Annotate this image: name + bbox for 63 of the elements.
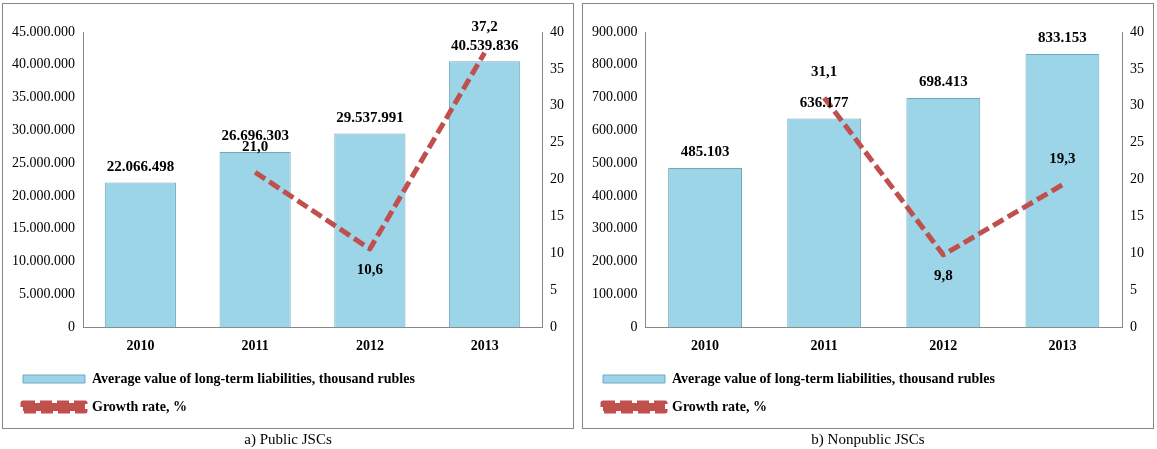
y-tick-label: 500.000 [592, 154, 638, 170]
y-tick-label: 600.000 [592, 122, 638, 138]
y2-tick-label: 25 [550, 134, 564, 150]
data-label: 10,6 [356, 261, 384, 278]
y2-tick-label: 0 [550, 318, 557, 334]
text: a) Public JSCs [243, 431, 333, 448]
x-tick-label: 2013 [1048, 338, 1077, 354]
y-tick-label: 15.000.000 [12, 220, 75, 236]
y-tick-label: 300.000 [592, 220, 638, 236]
legend-label: Growth rate, % [672, 398, 767, 414]
y2-tick-label: 30 [1130, 97, 1144, 113]
y2-tick-label: 40 [550, 23, 564, 39]
y-tick-label: 100.000 [592, 286, 638, 302]
text: b) Nonpublic JSCs [810, 431, 926, 448]
y2-tick-label: 5 [550, 281, 557, 297]
y-tick-label: 5.000.000 [19, 286, 75, 302]
y-tick-label: 30.000.000 [12, 122, 75, 138]
y2-tick-label: 40 [1130, 23, 1144, 39]
y-tick-label: 800.000 [592, 56, 638, 72]
legend-label: Average value of long-term liabilities, thousand rubles [672, 370, 996, 386]
data-label: 485.103 [680, 143, 730, 160]
data-label: 19,3 [1049, 150, 1076, 167]
y-tick-label: 200.000 [592, 253, 638, 269]
y2-tick-label: 30 [550, 97, 564, 113]
x-tick-label: 2013 [470, 338, 499, 354]
data-label: 29.537.991 [336, 108, 404, 125]
y2-tick-label: 10 [550, 245, 564, 261]
y-tick-label: 700.000 [592, 89, 638, 105]
y-tick-label: 0 [630, 318, 638, 334]
y-tick-label: 45.000.000 [12, 23, 75, 39]
data-label: 31,1 [811, 63, 838, 80]
x-tick-label: 2010 [126, 338, 155, 354]
data-label: 833.153 [1038, 29, 1087, 46]
y-tick-label: 10.000.000 [12, 253, 75, 269]
y2-tick-label: 15 [550, 208, 564, 224]
y2-tick-label: 35 [1130, 60, 1144, 76]
y2-tick-label: 35 [550, 60, 564, 76]
y-tick-label: 20.000.000 [12, 187, 75, 203]
x-tick-label: 2012 [929, 338, 958, 354]
x-tick-label: 2010 [691, 338, 720, 354]
y-tick-label: 35.000.000 [12, 89, 75, 105]
y-tick-label: 40.000.000 [12, 56, 75, 72]
y2-tick-label: 5 [1130, 281, 1137, 297]
y2-tick-label: 20 [550, 171, 564, 187]
y2-tick-label: 10 [1130, 245, 1144, 261]
y2-tick-label: 0 [1130, 318, 1137, 334]
legend-label: Growth rate, % [92, 398, 187, 414]
data-label: 9,8 [933, 267, 953, 284]
y-tick-label: 900.000 [592, 23, 638, 39]
y2-tick-label: 20 [1130, 171, 1144, 187]
y-tick-label: 400.000 [592, 187, 638, 203]
data-label: 698.413 [918, 73, 968, 90]
data-label: 22.066.498 [106, 157, 175, 174]
x-tick-label: 2012 [355, 338, 384, 354]
y2-tick-label: 15 [1130, 208, 1144, 224]
y2-tick-label: 25 [1130, 134, 1144, 150]
x-tick-label: 2011 [810, 338, 838, 354]
x-tick-label: 2011 [241, 338, 269, 354]
data-label: 37,2 [471, 18, 498, 35]
legend-label: Average value of long-term liabilities, thousand rubles [92, 370, 416, 386]
y-tick-label: 25.000.000 [12, 154, 75, 170]
data-label: 40.539.836 [450, 36, 519, 53]
y-tick-label: 0 [68, 318, 75, 334]
